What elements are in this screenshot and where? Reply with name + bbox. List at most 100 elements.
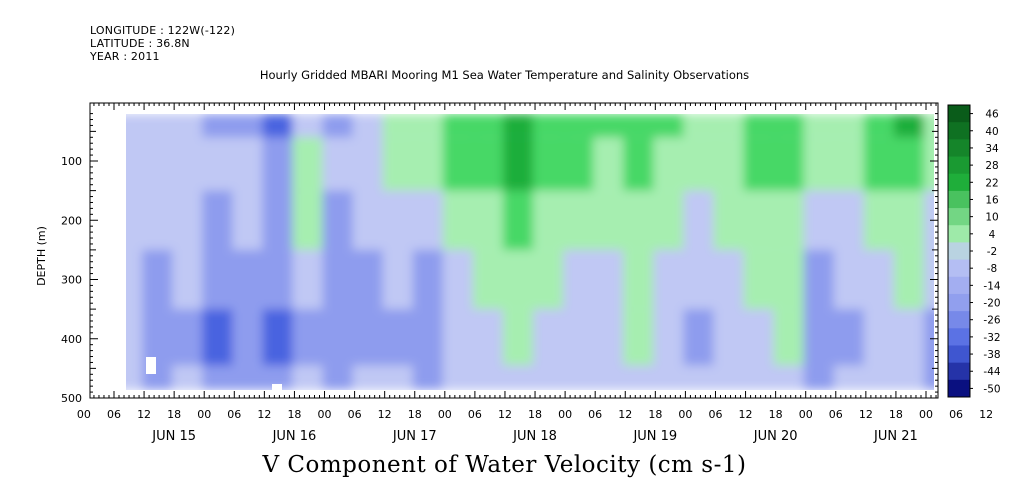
heatmap-cell [172, 309, 207, 366]
colorbar-swatch [948, 139, 970, 158]
colorbar-label: 22 [985, 177, 998, 189]
heatmap-cell [833, 365, 868, 390]
heatmap-cell [893, 190, 928, 250]
heatmap-cell [533, 249, 568, 310]
variable-title: V Component of Water Velocity (cm s-1) [262, 452, 747, 478]
heatmap-cell [924, 309, 934, 366]
heatmap-cell [653, 190, 688, 250]
heatmap-cell [352, 137, 387, 191]
heatmap-cell [126, 114, 147, 138]
heatmap-cell [893, 137, 928, 191]
heatmap-cell [232, 309, 267, 366]
heatmap-cell [683, 114, 718, 138]
colorbar-swatch [948, 328, 970, 346]
heatmap-cell [563, 249, 598, 310]
latitude-label: LATITUDE : 36.8N [90, 37, 190, 50]
colorbar-swatch [948, 362, 970, 381]
colorbar-swatch [948, 242, 970, 261]
chart-title: Hourly Gridded MBARI Mooring M1 Sea Wate… [259, 68, 750, 82]
x-hour-label: 00 [318, 408, 332, 421]
heatmap-cell [126, 137, 147, 191]
colorbar-label: 10 [985, 212, 998, 224]
heatmap-cell [352, 114, 387, 138]
heatmap-cell [924, 137, 934, 191]
colorbar-swatch [948, 105, 970, 123]
heatmap-cell [502, 190, 538, 250]
x-hour-label: 06 [227, 408, 241, 421]
heatmap-cell [773, 137, 808, 191]
heatmap-cell [563, 114, 598, 138]
heatmap-cell [533, 137, 568, 191]
x-hour-label: 12 [739, 408, 753, 421]
heatmap-cell [262, 249, 297, 310]
plot-frame [89, 102, 939, 399]
heatmap-cell [412, 249, 447, 310]
x-day-label: JUN 19 [632, 429, 677, 444]
heatmap-cell [322, 309, 357, 366]
x-hour-label: 12 [859, 408, 873, 421]
x-hour-label: 18 [287, 408, 301, 421]
heatmap-cell [533, 114, 568, 138]
heatmap-cell [533, 309, 568, 366]
heatmap-cell [623, 190, 658, 250]
heatmap-cell [472, 309, 507, 366]
heatmap-cell [833, 137, 868, 191]
heatmap-cell [292, 137, 327, 191]
heatmap-cell [743, 190, 778, 250]
heatmap-cell [623, 309, 658, 366]
heatmap-cell [322, 190, 357, 250]
heatmap-cell [172, 249, 207, 310]
heatmap-cell [563, 365, 598, 390]
heatmap-cell [893, 309, 928, 366]
x-hour-label: 00 [438, 408, 452, 421]
heatmap-cell [232, 137, 267, 191]
heatmap-cell [322, 249, 357, 310]
heatmap-cell [382, 114, 417, 138]
x-hour-label: 18 [167, 408, 181, 421]
year-label: YEAR : 2011 [90, 50, 160, 63]
heatmap-cell [352, 365, 387, 390]
heatmap-cell [803, 309, 838, 366]
heatmap-cell [683, 137, 718, 191]
heatmap-field [126, 114, 934, 390]
colorbar-label: -38 [983, 349, 1000, 361]
heatmap-cell [172, 137, 207, 191]
heatmap-cell [623, 249, 658, 310]
colorbar-swatch [948, 208, 970, 226]
heatmap-cell [412, 309, 447, 366]
heatmap-cell [623, 365, 658, 390]
heatmap-cell [442, 365, 477, 390]
heatmap-cell [593, 365, 628, 390]
heatmap-cell [683, 309, 718, 366]
heatmap-cell [593, 137, 628, 191]
colorbar-label: 4 [989, 229, 996, 241]
heatmap-cell [126, 249, 147, 310]
x-day-label: JUN 21 [873, 429, 918, 444]
heatmap-cell [653, 309, 688, 366]
heatmap-cell [743, 137, 778, 191]
heatmap-cell [653, 365, 688, 390]
x-hour-label: 12 [498, 408, 512, 421]
heatmap-cell [262, 309, 297, 366]
heatmap-cell [593, 309, 628, 366]
heatmap-cell [773, 365, 808, 390]
heatmap-cell [382, 365, 417, 390]
x-axis: 00 06 12 18 00 06 12 18 00 06 12 18 00 06 12 18 00 06 12 18… [77, 103, 993, 444]
x-hour-label: 18 [528, 408, 542, 421]
heatmap-cell [863, 309, 898, 366]
colorbar-label: -50 [983, 383, 1000, 395]
heatmap-cell [126, 190, 147, 250]
heatmap-cell [803, 137, 838, 191]
heatmap-cell [232, 365, 267, 390]
colorbar-swatch [948, 156, 970, 175]
y-tick-label: 100 [61, 155, 82, 168]
colorbar-swatch [948, 259, 970, 278]
heatmap-cell [502, 114, 538, 138]
heatmap-cell [202, 249, 237, 310]
heatmap-cell [142, 190, 177, 250]
heatmap-cell [713, 309, 748, 366]
heatmap-cell [653, 249, 688, 310]
longitude-label: LONGITUDE : 122W(-122) [90, 24, 236, 37]
y-axis: 100 200 300 400 500 [61, 113, 938, 405]
